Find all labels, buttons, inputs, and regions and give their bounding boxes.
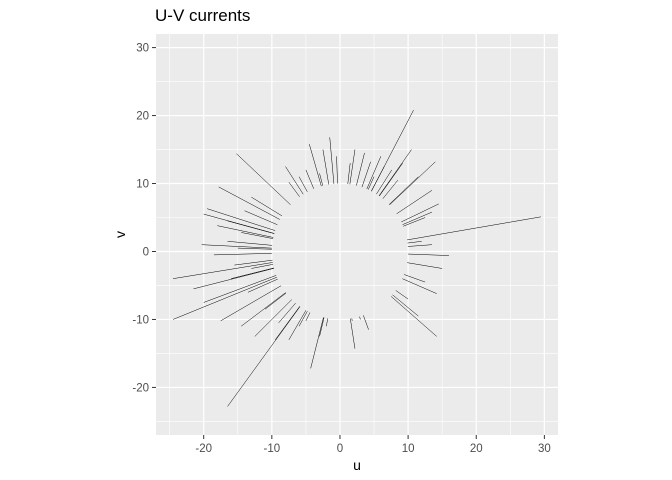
current-segment bbox=[298, 311, 308, 327]
current-segment bbox=[356, 152, 365, 186]
current-segment bbox=[288, 182, 300, 197]
current-segment bbox=[193, 268, 275, 290]
current-segment bbox=[347, 163, 351, 185]
current-segment bbox=[389, 176, 419, 205]
current-segment bbox=[371, 166, 385, 192]
current-segment bbox=[359, 316, 361, 320]
current-segment bbox=[288, 310, 307, 340]
y-tick-label: -10 bbox=[132, 314, 149, 326]
current-segment bbox=[401, 203, 439, 223]
x-tick-label: 0 bbox=[337, 443, 343, 455]
current-segment bbox=[389, 161, 436, 206]
x-tick-label: 10 bbox=[402, 443, 415, 455]
current-segment bbox=[376, 169, 392, 195]
current-segment bbox=[407, 241, 422, 244]
current-segment bbox=[285, 166, 304, 195]
current-segment bbox=[396, 190, 433, 214]
current-segment bbox=[251, 264, 274, 269]
current-segment bbox=[227, 220, 275, 234]
current-segment bbox=[305, 169, 314, 189]
y-tick-label: 0 bbox=[143, 246, 149, 258]
x-tick-label: -20 bbox=[195, 443, 212, 455]
current-segment bbox=[407, 262, 443, 269]
current-segment bbox=[390, 296, 437, 337]
current-segment bbox=[254, 299, 292, 337]
current-segment bbox=[247, 278, 278, 293]
chart-title: U-V currents bbox=[155, 6, 251, 25]
current-segment bbox=[230, 267, 274, 279]
x-axis: -20 -10 0 10 20 30 bbox=[195, 435, 551, 455]
current-segment bbox=[408, 253, 449, 256]
current-segment bbox=[336, 156, 338, 184]
x-tick-label: 20 bbox=[470, 443, 483, 455]
current-segment bbox=[227, 241, 273, 246]
current-segment bbox=[309, 144, 322, 187]
y-axis: -20 -10 0 10 20 30 bbox=[132, 43, 156, 394]
current-segment bbox=[326, 318, 329, 327]
current-segment bbox=[217, 225, 274, 238]
current-segment bbox=[278, 302, 296, 324]
current-segment bbox=[379, 162, 403, 197]
current-segment bbox=[407, 216, 542, 241]
current-segment bbox=[298, 176, 308, 192]
current-segment bbox=[319, 173, 324, 186]
current-segment bbox=[392, 294, 419, 317]
current-segment bbox=[382, 179, 399, 199]
y-tick-label: 10 bbox=[136, 179, 149, 191]
current-segment bbox=[403, 217, 426, 227]
current-segment bbox=[349, 149, 356, 185]
current-segment bbox=[378, 149, 412, 196]
x-tick-label: 30 bbox=[538, 443, 551, 455]
current-segment bbox=[310, 317, 324, 369]
current-segment bbox=[305, 312, 311, 321]
y-axis-title: v bbox=[112, 231, 128, 238]
current-segment bbox=[227, 306, 301, 407]
current-segment bbox=[367, 176, 375, 190]
current-segment bbox=[203, 275, 277, 303]
current-segment bbox=[218, 186, 280, 220]
current-segment bbox=[234, 259, 273, 266]
x-axis-title: u bbox=[353, 457, 361, 473]
current-segment bbox=[251, 196, 283, 217]
current-segment bbox=[241, 232, 274, 239]
current-segment bbox=[241, 292, 286, 327]
segment-series bbox=[172, 110, 542, 407]
current-segment bbox=[275, 306, 300, 340]
plot-panel-background bbox=[156, 34, 558, 435]
current-segment bbox=[407, 244, 432, 247]
current-segment bbox=[213, 253, 272, 256]
current-segment bbox=[172, 276, 277, 320]
minor-grid bbox=[156, 34, 558, 435]
x-tick-label: -10 bbox=[264, 443, 281, 455]
y-tick-label: 30 bbox=[136, 43, 149, 55]
current-segment bbox=[395, 290, 409, 300]
y-tick-label: 20 bbox=[136, 111, 149, 123]
current-segment bbox=[201, 244, 272, 249]
current-segment bbox=[237, 247, 272, 250]
current-segment bbox=[350, 318, 356, 349]
current-segment bbox=[403, 274, 426, 283]
current-segment bbox=[264, 292, 287, 310]
current-segment bbox=[322, 149, 330, 185]
current-segment bbox=[319, 317, 325, 337]
current-segment bbox=[236, 153, 291, 205]
current-segment bbox=[220, 285, 282, 322]
current-segment bbox=[363, 315, 369, 330]
current-segment bbox=[402, 278, 437, 294]
current-segment bbox=[207, 208, 276, 231]
current-segment bbox=[329, 137, 335, 184]
y-tick-label: -20 bbox=[132, 382, 149, 394]
current-segment bbox=[244, 210, 278, 225]
current-segment bbox=[172, 262, 273, 279]
current-segment bbox=[402, 211, 433, 225]
current-segment bbox=[366, 156, 382, 190]
current-segment bbox=[361, 161, 371, 188]
